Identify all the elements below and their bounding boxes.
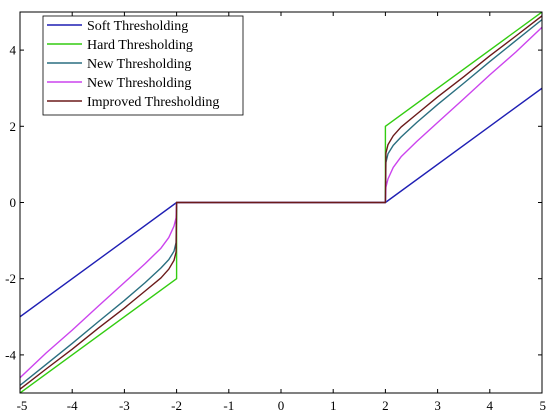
x-tick-label-3: -2 — [171, 398, 182, 413]
legend-label-1: Hard Thresholding — [87, 38, 193, 53]
legend-label-3: New Thresholding — [87, 76, 191, 91]
y-tick-label-0: -4 — [5, 347, 16, 362]
x-tick-label-8: 3 — [434, 398, 441, 413]
x-tick-label-5: 0 — [278, 398, 285, 413]
x-tick-label-4: -1 — [223, 398, 234, 413]
legend: Soft Thresholding Hard Thresholding New Th… — [42, 15, 244, 116]
y-tick-label-3: 2 — [10, 119, 17, 134]
legend-label-2: New Thresholding — [87, 57, 191, 72]
series-line-4 — [20, 15, 542, 390]
x-tick-label-6: 1 — [330, 398, 337, 413]
legend-items: Soft Thresholding Hard Thresholding New Th… — [47, 19, 219, 110]
y-tick-label-2: 0 — [10, 195, 17, 210]
x-tick-label-1: -4 — [67, 398, 78, 413]
x-tick-label-0: -5 — [17, 398, 28, 413]
legend-box — [42, 15, 244, 116]
legend-label-4: Improved Thresholding — [87, 95, 219, 110]
x-tick-label-9: 4 — [487, 398, 494, 413]
series-layer — [20, 12, 542, 393]
x-tick-label-10: 5 — [540, 398, 547, 413]
x-tick-label-7: 2 — [382, 398, 389, 413]
y-tick-label-1: -2 — [5, 271, 16, 286]
x-tick-label-2: -3 — [119, 398, 130, 413]
y-tick-label-4: 4 — [10, 43, 17, 58]
legend-label-0: Soft Thresholding — [87, 19, 188, 34]
ticks-layer: -5 -4 -3 -2 -1 0 1 2 3 4 5 -4 -2 0 2 4 — [5, 12, 546, 413]
